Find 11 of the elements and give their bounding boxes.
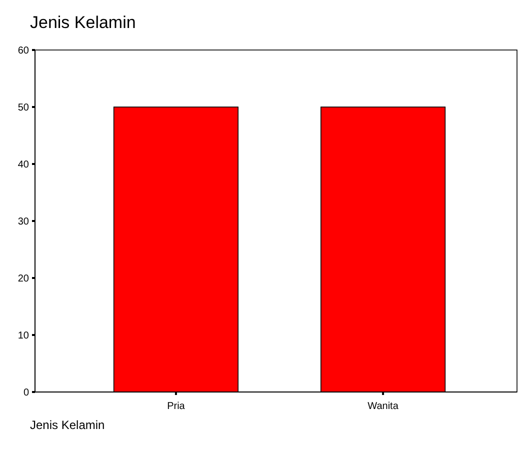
x-tick-label: Pria — [167, 401, 186, 412]
x-tick-label: Wanita — [368, 401, 399, 412]
y-tick-label: 50 — [18, 102, 30, 114]
y-tick-label: 30 — [18, 216, 30, 228]
y-tick-label: 10 — [18, 330, 30, 342]
y-tick-label: 20 — [18, 274, 30, 284]
y-tick-label: 0 — [23, 388, 30, 398]
chart-title: Jenis Kelamin — [30, 13, 136, 32]
y-tick-label: 40 — [18, 160, 30, 170]
y-tick-label: 60 — [18, 46, 30, 56]
x-axis-title: Jenis Kelamin — [30, 418, 105, 432]
